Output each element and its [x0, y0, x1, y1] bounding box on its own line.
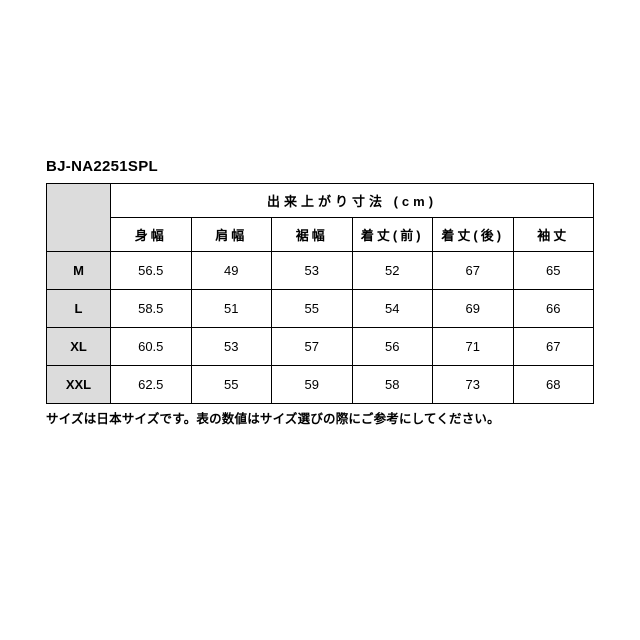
table-row: XL 60.5 53 57 56 71 67 [47, 328, 594, 366]
data-cell: 73 [433, 366, 514, 404]
column-header-row: 身幅 肩幅 裾幅 着丈(前) 着丈(後) 袖丈 [47, 218, 594, 252]
data-cell: 60.5 [111, 328, 192, 366]
data-cell: 65 [513, 252, 594, 290]
group-header: 出来上がり寸法 (cm) [111, 184, 594, 218]
data-cell: 52 [352, 252, 433, 290]
data-cell: 66 [513, 290, 594, 328]
data-cell: 49 [191, 252, 272, 290]
col-header: 着丈(前) [352, 218, 433, 252]
data-cell: 67 [433, 252, 514, 290]
data-cell: 53 [191, 328, 272, 366]
col-header: 身幅 [111, 218, 192, 252]
data-cell: 58 [352, 366, 433, 404]
table-row: M 56.5 49 53 52 67 65 [47, 252, 594, 290]
footnote: サイズは日本サイズです。表の数値はサイズ選びの際にご参考にしてください。 [46, 408, 594, 427]
table-corner [47, 184, 111, 252]
data-cell: 71 [433, 328, 514, 366]
data-cell: 51 [191, 290, 272, 328]
data-cell: 58.5 [111, 290, 192, 328]
size-chart-container: BJ-NA2251SPL 出来上がり寸法 (cm) 身幅 肩幅 裾幅 着丈(前)… [0, 0, 640, 427]
data-cell: 56 [352, 328, 433, 366]
table-row: XXL 62.5 55 59 58 73 68 [47, 366, 594, 404]
product-code: BJ-NA2251SPL [46, 158, 594, 175]
row-header: XL [47, 328, 111, 366]
col-header: 肩幅 [191, 218, 272, 252]
col-header: 裾幅 [272, 218, 353, 252]
data-cell: 53 [272, 252, 353, 290]
size-table: 出来上がり寸法 (cm) 身幅 肩幅 裾幅 着丈(前) 着丈(後) 袖丈 M 5… [46, 183, 594, 404]
row-header: L [47, 290, 111, 328]
row-header: M [47, 252, 111, 290]
table-row: L 58.5 51 55 54 69 66 [47, 290, 594, 328]
data-cell: 57 [272, 328, 353, 366]
col-header: 袖丈 [513, 218, 594, 252]
data-cell: 67 [513, 328, 594, 366]
data-cell: 56.5 [111, 252, 192, 290]
data-cell: 59 [272, 366, 353, 404]
data-cell: 68 [513, 366, 594, 404]
data-cell: 54 [352, 290, 433, 328]
data-cell: 62.5 [111, 366, 192, 404]
row-header: XXL [47, 366, 111, 404]
data-cell: 55 [191, 366, 272, 404]
col-header: 着丈(後) [433, 218, 514, 252]
data-cell: 55 [272, 290, 353, 328]
data-cell: 69 [433, 290, 514, 328]
